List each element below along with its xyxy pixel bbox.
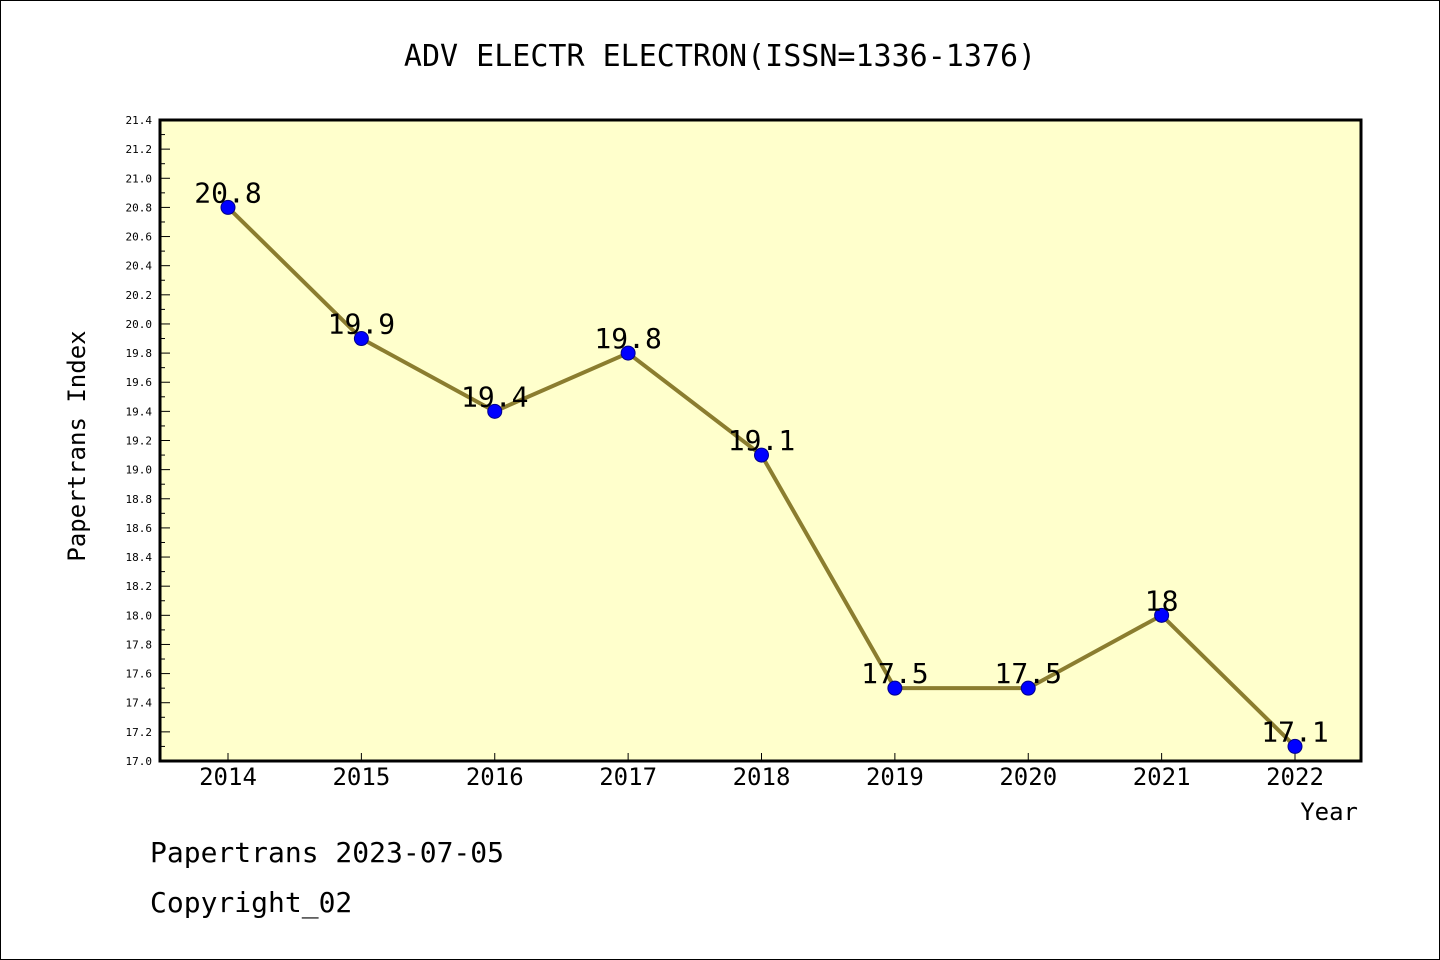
x-tick-label: 2019 [866, 763, 924, 791]
y-tick-label: 18.2 [126, 580, 153, 593]
data-point [353, 331, 369, 347]
plot-border [158, 118, 1363, 763]
y-tick-label: 18.6 [126, 522, 153, 535]
y-tick-label: 19.2 [126, 435, 153, 448]
data-label: 19.9 [328, 308, 395, 341]
data-point [487, 403, 503, 419]
data-label: 20.8 [194, 176, 261, 209]
footer-date: Papertrans 2023-07-05 [150, 836, 505, 869]
y-tick-label: 21.0 [126, 172, 153, 185]
y-tick-label: 18.4 [126, 551, 153, 564]
y-axis-label: Papertrans Index [63, 330, 91, 561]
y-tick-label: 20.4 [126, 260, 153, 273]
data-point [1154, 607, 1170, 623]
x-axis-label: Year [1300, 798, 1358, 826]
y-tick-label: 20.0 [126, 318, 153, 331]
data-point [1287, 738, 1303, 754]
y-tick-label: 20.6 [126, 231, 153, 244]
y-tick-label: 19.6 [126, 376, 153, 389]
series-line-group: 20.8 19.9 19.4 19.8 19.1 17.5 17.5 18 17.1 [194, 176, 1329, 754]
y-tick-label: 20.2 [126, 289, 153, 302]
y-tick-label: 17.0 [126, 755, 153, 768]
data-label: 19.8 [594, 322, 661, 355]
data-label: 19.4 [461, 380, 528, 413]
data-point [1020, 680, 1036, 696]
x-tick-label: 2015 [332, 763, 390, 791]
y-tick-label: 20.8 [126, 201, 153, 214]
data-label: 17.1 [1261, 715, 1328, 748]
y-tick-label: 19.0 [126, 464, 153, 477]
x-axis: 2014 2015 2016 2017 2018 2019 2020 2021 2022 [199, 753, 1324, 791]
footer-copyright: Copyright_02 [150, 886, 353, 919]
y-tick-label: 21.4 [126, 114, 153, 127]
x-tick-label: 2022 [1266, 763, 1324, 791]
data-label: 18 [1145, 584, 1179, 617]
y-tick-label: 18.0 [126, 609, 153, 622]
data-label: 17.5 [995, 657, 1062, 690]
y-axis: 17.0 17.2 17.4 17.6 17.8 18.0 18.2 18.4 18.6 18.8… [126, 114, 170, 768]
x-tick-label: 2017 [599, 763, 657, 791]
y-tick-label: 19.8 [126, 347, 153, 360]
chart-title: ADV ELECTR ELECTRON(ISSN=1336-1376) [404, 39, 1036, 74]
data-point [220, 199, 236, 215]
data-point [620, 345, 636, 361]
y-tick-label: 21.2 [126, 143, 153, 156]
y-tick-label: 19.4 [126, 405, 153, 418]
y-tick-label: 17.4 [126, 697, 153, 710]
x-tick-label: 2020 [999, 763, 1057, 791]
plot-area [160, 120, 1361, 761]
data-label: 19.1 [728, 424, 795, 457]
y-tick-label: 17.8 [126, 638, 153, 651]
y-tick-label: 17.6 [126, 668, 153, 681]
y-tick-label: 18.8 [126, 493, 153, 506]
y-tick-label: 17.2 [126, 726, 153, 739]
data-point [887, 680, 903, 696]
data-label: 17.5 [861, 657, 928, 690]
x-tick-label: 2021 [1133, 763, 1191, 791]
x-tick-label: 2018 [733, 763, 791, 791]
data-point [754, 447, 769, 463]
x-tick-label: 2014 [199, 763, 257, 791]
x-tick-label: 2016 [466, 763, 524, 791]
